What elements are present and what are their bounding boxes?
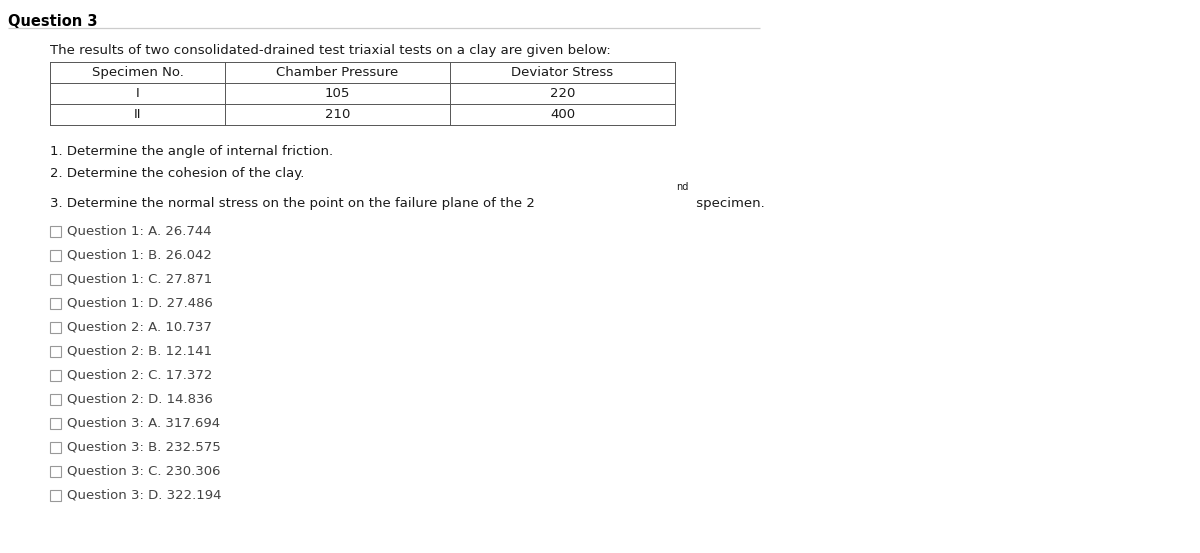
Bar bbox=[50, 418, 61, 429]
Text: Deviator Stress: Deviator Stress bbox=[511, 66, 613, 79]
Bar bbox=[50, 274, 61, 285]
Bar bbox=[50, 298, 61, 309]
Bar bbox=[50, 490, 61, 501]
Text: Question 3: D. 322.194: Question 3: D. 322.194 bbox=[67, 489, 222, 502]
Text: Question 1: A. 26.744: Question 1: A. 26.744 bbox=[67, 225, 211, 238]
Text: Question 3: A. 317.694: Question 3: A. 317.694 bbox=[67, 417, 220, 430]
Text: The results of two consolidated-drained test triaxial tests on a clay are given : The results of two consolidated-drained … bbox=[50, 44, 611, 57]
Text: Chamber Pressure: Chamber Pressure bbox=[276, 66, 398, 79]
Text: I: I bbox=[136, 87, 139, 100]
Text: specimen.: specimen. bbox=[691, 197, 764, 210]
Text: 400: 400 bbox=[550, 108, 575, 121]
Text: 210: 210 bbox=[325, 108, 350, 121]
Text: 1. Determine the angle of internal friction.: 1. Determine the angle of internal frict… bbox=[50, 145, 334, 158]
Text: Question 1: B. 26.042: Question 1: B. 26.042 bbox=[67, 249, 212, 262]
Bar bbox=[50, 394, 61, 405]
Text: 105: 105 bbox=[325, 87, 350, 100]
Bar bbox=[50, 226, 61, 237]
Text: 3. Determine the normal stress on the point on the failure plane of the 2: 3. Determine the normal stress on the po… bbox=[50, 197, 535, 210]
Text: Question 1: D. 27.486: Question 1: D. 27.486 bbox=[67, 297, 212, 310]
Text: 220: 220 bbox=[550, 87, 575, 100]
Text: 2. Determine the cohesion of the clay.: 2. Determine the cohesion of the clay. bbox=[50, 167, 305, 180]
Bar bbox=[50, 346, 61, 357]
Bar bbox=[50, 442, 61, 453]
Text: Question 2: B. 12.141: Question 2: B. 12.141 bbox=[67, 345, 212, 358]
Text: Specimen No.: Specimen No. bbox=[91, 66, 184, 79]
Bar bbox=[50, 322, 61, 333]
Text: Question 2: C. 17.372: Question 2: C. 17.372 bbox=[67, 369, 212, 382]
Text: II: II bbox=[133, 108, 142, 121]
Text: Question 2: A. 10.737: Question 2: A. 10.737 bbox=[67, 321, 212, 334]
Bar bbox=[50, 370, 61, 381]
Text: Question 1: C. 27.871: Question 1: C. 27.871 bbox=[67, 273, 212, 286]
Text: Question 3: Question 3 bbox=[8, 14, 97, 29]
Bar bbox=[50, 250, 61, 261]
Bar bbox=[50, 466, 61, 477]
Text: nd: nd bbox=[676, 182, 688, 192]
Text: Question 2: D. 14.836: Question 2: D. 14.836 bbox=[67, 393, 212, 406]
Text: Question 3: B. 232.575: Question 3: B. 232.575 bbox=[67, 441, 221, 454]
Text: Question 3: C. 230.306: Question 3: C. 230.306 bbox=[67, 465, 221, 478]
